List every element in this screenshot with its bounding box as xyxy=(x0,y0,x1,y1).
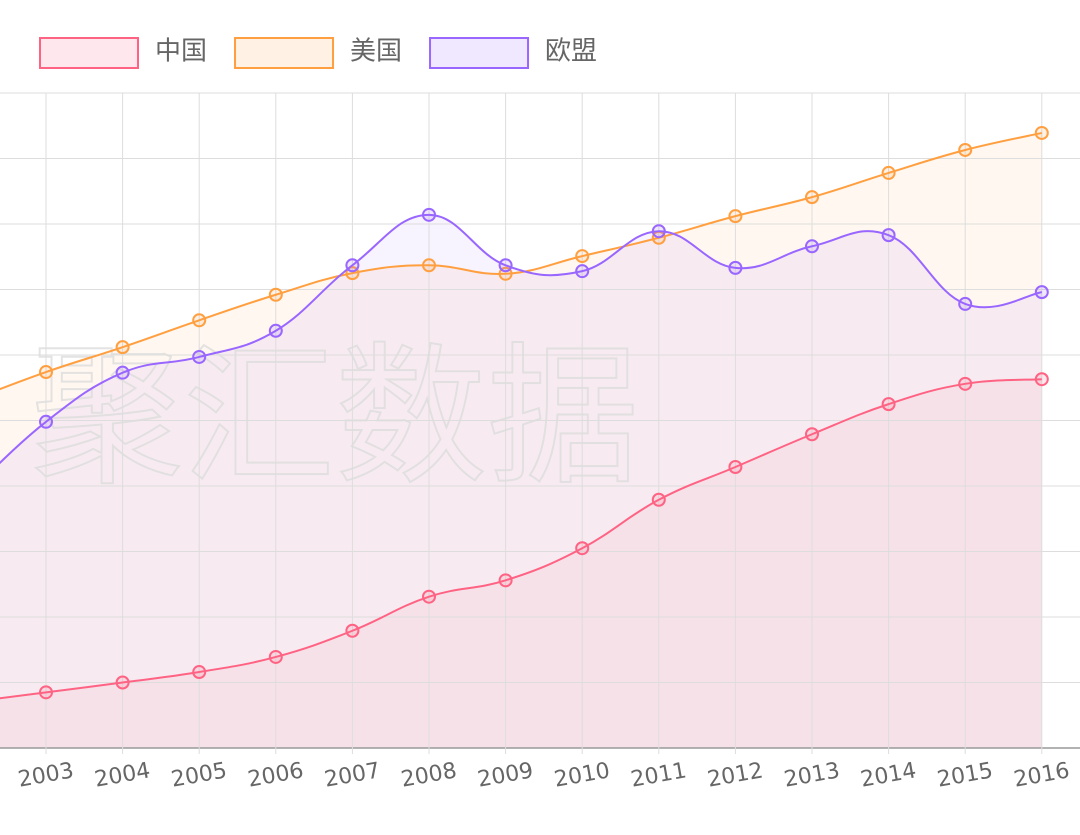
area xyxy=(0,379,1042,748)
point xyxy=(115,675,130,690)
point xyxy=(498,573,513,588)
x-tick-label: 2008 xyxy=(399,758,458,792)
x-tick-label: 2009 xyxy=(476,758,535,792)
point xyxy=(958,142,973,157)
area xyxy=(0,132,1042,748)
line xyxy=(0,131,1043,391)
line xyxy=(0,213,1042,465)
point xyxy=(498,258,513,273)
point xyxy=(805,427,819,442)
legend-label: 中国 xyxy=(155,37,207,67)
point xyxy=(1034,372,1049,387)
point xyxy=(805,190,819,205)
point xyxy=(268,323,283,338)
x-tick-label: 2016 xyxy=(1012,758,1071,792)
x-tick-label: 2011 xyxy=(629,758,688,792)
x-tick-label: 2006 xyxy=(246,758,305,792)
point xyxy=(728,260,743,275)
point xyxy=(805,239,819,254)
point xyxy=(192,665,207,680)
point xyxy=(651,492,666,507)
x-tick-label: 2010 xyxy=(552,758,611,792)
point xyxy=(881,228,896,243)
point xyxy=(39,685,53,700)
x-tick-label: 2015 xyxy=(935,758,994,792)
point xyxy=(422,207,436,222)
point xyxy=(39,414,53,429)
point xyxy=(651,224,666,239)
point xyxy=(115,340,130,355)
point xyxy=(1034,125,1049,140)
legend-label: 欧盟 xyxy=(545,37,597,67)
point xyxy=(422,258,436,273)
x-tick-label: 2007 xyxy=(323,758,382,792)
point xyxy=(575,264,590,279)
x-tick-label: 2004 xyxy=(93,758,152,792)
watermark: 聚汇数据 xyxy=(31,329,639,506)
point xyxy=(575,541,590,556)
point xyxy=(958,296,973,311)
point xyxy=(728,209,743,224)
x-tick-label: 2013 xyxy=(782,758,841,792)
legend-swatch xyxy=(234,37,335,69)
point xyxy=(1034,285,1049,300)
point xyxy=(958,376,973,391)
x-tick-label: 2012 xyxy=(706,758,765,792)
point xyxy=(575,249,590,264)
point xyxy=(881,397,896,412)
legend-swatch xyxy=(39,37,139,69)
point xyxy=(728,460,743,475)
x-tick-label: 2014 xyxy=(859,758,918,792)
legend-label: 美国 xyxy=(350,37,402,67)
point xyxy=(881,165,896,180)
area xyxy=(0,214,1042,748)
point xyxy=(192,313,207,328)
point xyxy=(422,589,436,604)
point xyxy=(115,365,130,380)
point xyxy=(39,365,53,380)
legend-swatch xyxy=(429,37,530,69)
x-tick-label: 2003 xyxy=(16,758,75,792)
x-tick-label: 2005 xyxy=(169,758,228,792)
point xyxy=(268,287,283,302)
point xyxy=(345,623,360,638)
point xyxy=(345,258,360,273)
point xyxy=(192,349,207,364)
line xyxy=(0,378,1042,700)
point xyxy=(268,649,283,664)
